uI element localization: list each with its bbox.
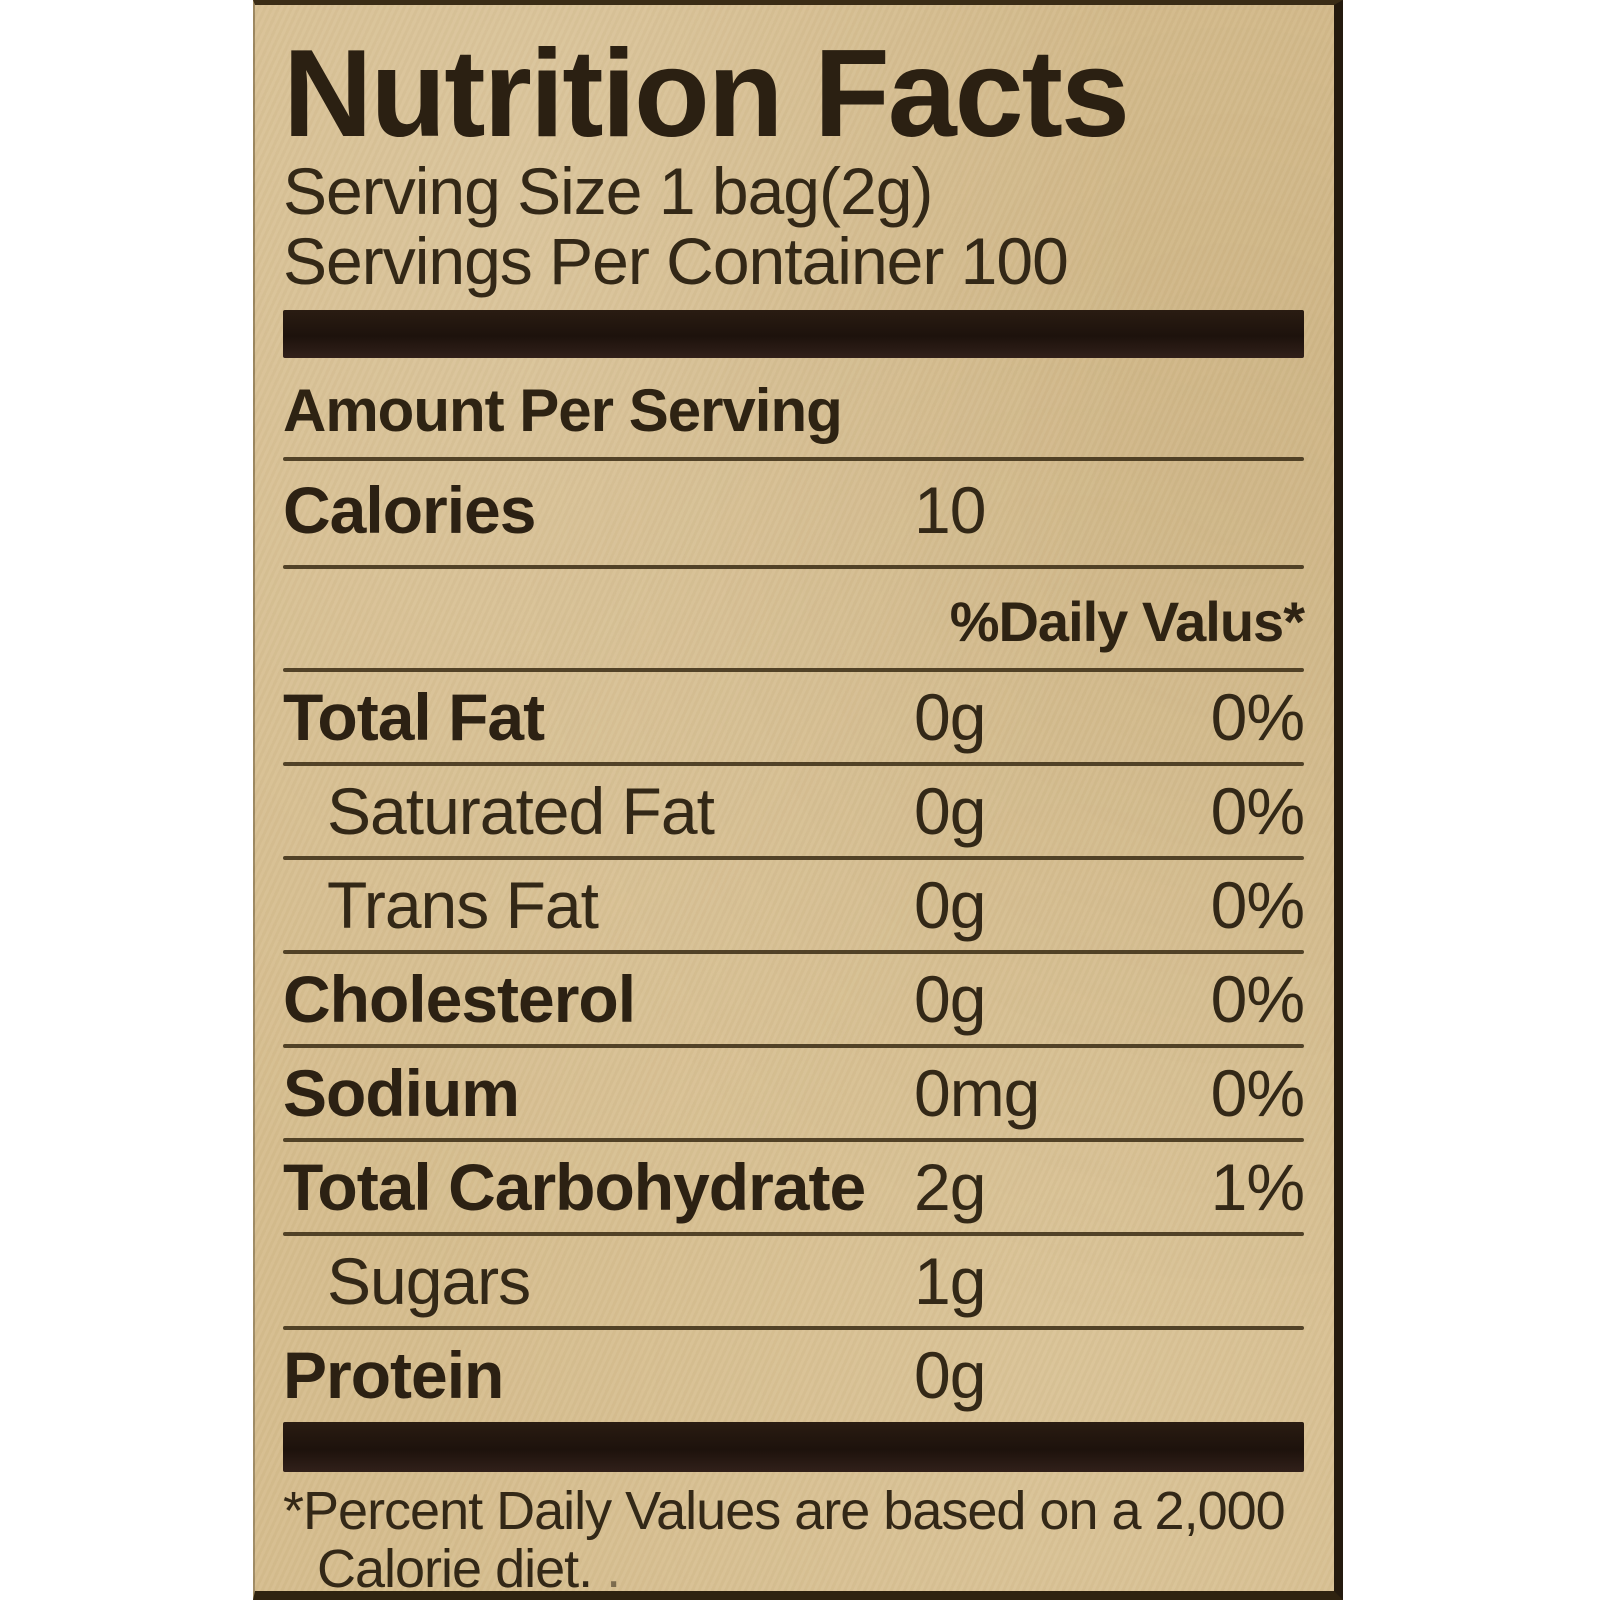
- separator-bar-thick-top: [283, 310, 1304, 359]
- separator-rule: [283, 762, 1304, 767]
- nutrient-row-cholesterol: Cholesterol 0g 0%: [283, 954, 1305, 1044]
- separator-rule: [283, 1044, 1304, 1049]
- nutrient-name: Saturated Fat: [327, 774, 715, 849]
- nutrient-name: Sugars: [327, 1244, 531, 1319]
- nutrient-dv: 0%: [1210, 1056, 1305, 1131]
- nutrient-dv: 0%: [1210, 868, 1305, 943]
- separator-rule: [283, 1326, 1304, 1331]
- nutrient-row-protein: Protein 0g: [283, 1330, 1304, 1420]
- nutrient-row-total-carbohydrate: Total Carbohydrate 2g 1%: [283, 1142, 1305, 1232]
- nutrient-dv: 0%: [1210, 774, 1305, 849]
- nutrient-amount: 0mg: [914, 1056, 1040, 1131]
- label-title: Nutrition Facts: [283, 25, 1130, 163]
- serving-size: Serving Size 1 bag(2g): [283, 154, 933, 229]
- nutrient-row-trans-fat: Trans Fat 0g 0%: [283, 860, 1305, 950]
- separator-rule: [283, 668, 1304, 673]
- separator-rule: [283, 1138, 1304, 1143]
- calories-label: Calories: [283, 473, 536, 548]
- nutrient-name: Total Carbohydrate: [283, 1150, 866, 1225]
- nutrient-name: Trans Fat: [327, 868, 599, 943]
- nutrient-dv: 0%: [1210, 962, 1305, 1037]
- separator-rule: [283, 565, 1304, 570]
- separator-rule: [283, 1232, 1304, 1237]
- nutrient-name: Cholesterol: [283, 962, 636, 1037]
- nutrition-label: Nutrition Facts Serving Size 1 bag(2g) S…: [253, 0, 1343, 1600]
- separator-rule: [283, 457, 1304, 462]
- nutrient-name: Protein: [283, 1338, 504, 1413]
- nutrient-amount: 0g: [914, 774, 986, 849]
- footnote-line1: *Percent Daily Values are based on a 2,0…: [283, 1481, 1286, 1542]
- calories-value: 10: [914, 473, 986, 548]
- nutrient-row-total-fat: Total Fat 0g 0%: [283, 672, 1305, 762]
- nutrient-row-saturated-fat: Saturated Fat 0g 0%: [283, 766, 1305, 856]
- footnote: *Percent Daily Values are based on a 2,0…: [283, 1482, 1304, 1599]
- nutrient-amount: 0g: [914, 680, 986, 755]
- nutrient-amount: 0g: [914, 962, 986, 1037]
- calories-row: Calories 10: [283, 461, 1304, 565]
- amount-per-serving-heading: Amount Per Serving: [283, 377, 843, 445]
- nutrient-row-sugars: Sugars 1g: [283, 1236, 1304, 1326]
- footnote-line2: Calorie diet.: [317, 1539, 593, 1600]
- footnote-stray-mark: .: [606, 1539, 621, 1600]
- separator-rule: [283, 856, 1304, 861]
- nutrient-amount: 0g: [914, 868, 986, 943]
- daily-value-header: %Daily Valus*: [949, 590, 1305, 654]
- nutrient-amount: 1g: [914, 1244, 986, 1319]
- nutrient-amount: 0g: [914, 1338, 986, 1413]
- nutrient-name: Total Fat: [283, 680, 545, 755]
- nutrient-name: Sodium: [283, 1056, 520, 1131]
- servings-per-container: Servings Per Container 100: [283, 223, 1069, 298]
- nutrient-amount: 2g: [914, 1150, 986, 1225]
- separator-rule: [283, 950, 1304, 955]
- nutrient-row-sodium: Sodium 0mg 0%: [283, 1048, 1305, 1138]
- separator-bar-thick-bottom: [283, 1422, 1304, 1473]
- nutrient-dv: 0%: [1210, 680, 1305, 755]
- nutrient-dv: 1%: [1210, 1150, 1305, 1225]
